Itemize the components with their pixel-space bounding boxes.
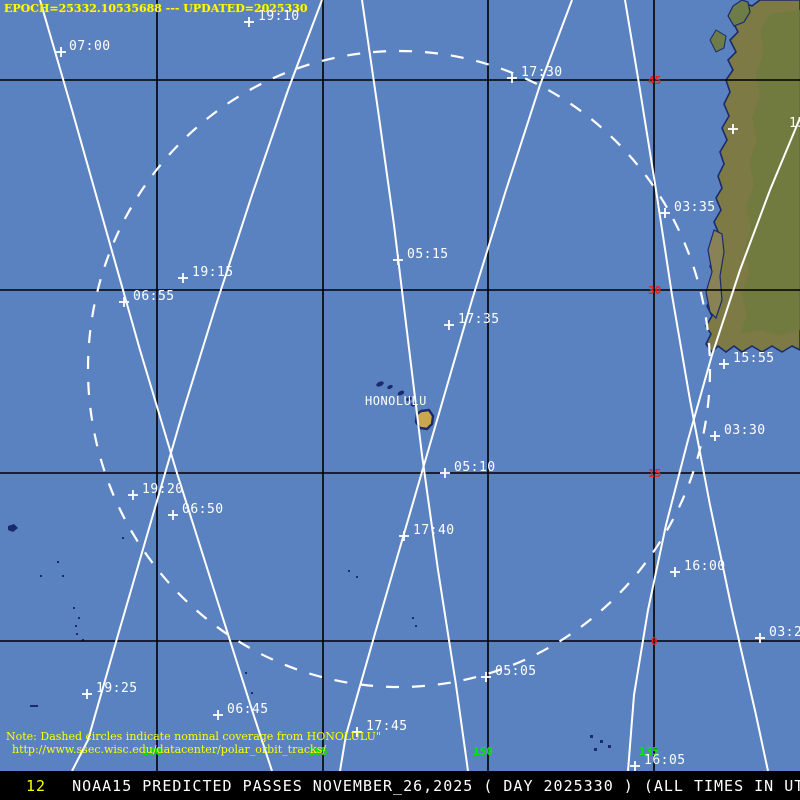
ground-track-1730: [339, 0, 573, 771]
ground-track-group: [39, 0, 800, 771]
lon-label-150: 150: [473, 745, 493, 758]
british-columbia-islands: [709, 29, 727, 53]
pass-label-1735: 17:35: [458, 312, 500, 327]
pass-label-0335: 03:35: [674, 200, 716, 215]
footer-bar: 12 NOAA15 PREDICTED PASSES NOVEMBER_26,2…: [0, 771, 800, 800]
city-label-honolulu: HONOLULU: [365, 394, 427, 408]
coverage-circle-honolulu: [86, 49, 712, 689]
pass-label-1730: 17:30: [521, 65, 563, 80]
ground-track-0335: [624, 0, 769, 771]
pacific-northwest-coast: [727, 0, 751, 27]
coverage-note-line1: Note: Dashed circles indicate nominal co…: [6, 730, 381, 743]
pass-label-0655: 06:55: [133, 289, 175, 304]
lon-label-165: 165: [308, 745, 328, 758]
pass-label-0510: 05:10: [454, 460, 496, 475]
pass-label-0650: 06:50: [182, 502, 224, 517]
ground-track-1910: [71, 0, 323, 771]
ocean-background: [0, 0, 800, 771]
map-vector-layer: [0, 0, 800, 771]
lat-label-45: 45: [648, 74, 662, 87]
footer-page-number: 12: [26, 776, 47, 795]
pass-label-1745: 17:45: [366, 719, 408, 734]
ground-track-1555: [627, 117, 800, 771]
lat-lon-grid: [0, 0, 800, 771]
pass-label-1600: 16:00: [684, 559, 726, 574]
pass-label-0330: 03:30: [724, 423, 766, 438]
pass-label-partial-right: 15: [789, 116, 800, 131]
pass-label-0505: 05:05: [495, 664, 537, 679]
footer-title: NOAA15 PREDICTED PASSES NOVEMBER_26,2025…: [72, 776, 800, 795]
coverage-note-url[interactable]: http://www.ssec.wisc.edu/datacenter/pola…: [12, 743, 327, 756]
north-america-interior: [740, 10, 800, 336]
pacific-atolls: [8, 524, 657, 751]
map-canvas[interactable]: EPOCH=25332.10535688 --- UPDATED=2025330…: [0, 0, 800, 771]
lon-label-180: 180: [142, 745, 162, 758]
coverage-note: Note: Dashed circles indicate nominal co…: [6, 730, 381, 756]
pass-label-1910: 19:10: [258, 9, 300, 24]
pass-label-1915: 19:15: [192, 265, 234, 280]
pass-label-1740: 17:40: [413, 523, 455, 538]
pass-label-1605: 16:05: [644, 753, 686, 768]
lon-label-135: 135: [639, 745, 659, 758]
pass-label-0700: 07:00: [69, 39, 111, 54]
ground-track-0515: [361, 0, 469, 771]
pass-label-0515: 05:15: [407, 247, 449, 262]
epoch-header: EPOCH=25332.10535688 --- UPDATED=2025330: [4, 2, 308, 15]
pass-label-0325: 03:25: [769, 625, 800, 640]
pass-label-1925: 19:25: [96, 681, 138, 696]
pass-tick-marks: [56, 17, 765, 771]
baja-peninsula: [705, 229, 725, 320]
lat-label-0: 0: [651, 635, 658, 648]
ground-track-0700: [39, 0, 273, 771]
pass-label-1920: 19:20: [142, 482, 184, 497]
lat-label-15: 15: [648, 467, 662, 480]
lat-label-30: 30: [648, 284, 662, 297]
pass-label-0645: 06:45: [227, 702, 269, 717]
pass-label-1555: 15:55: [733, 351, 775, 366]
